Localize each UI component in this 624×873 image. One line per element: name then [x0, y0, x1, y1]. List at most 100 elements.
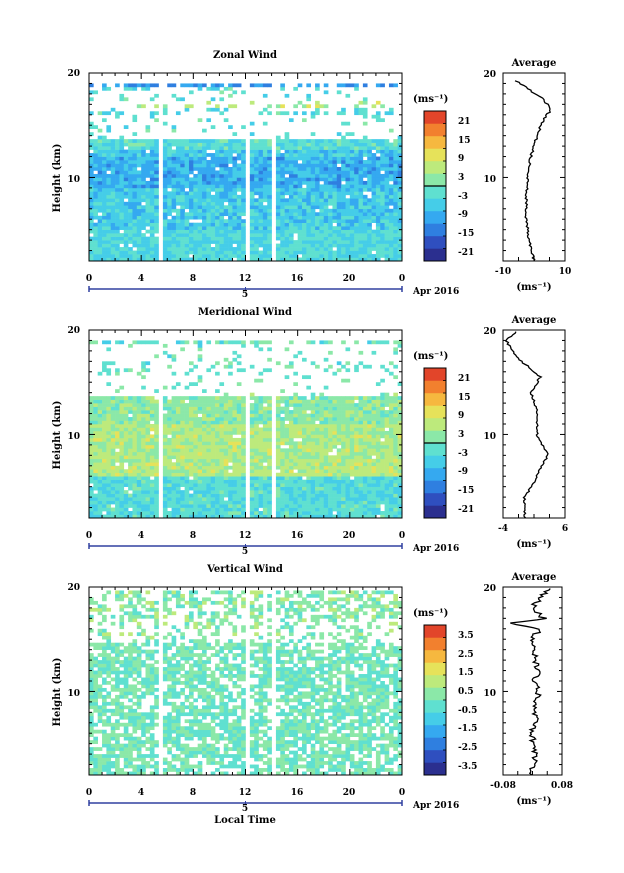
heatmap-cell: [167, 420, 172, 425]
heatmap-cell: [202, 441, 207, 446]
heatmap-cell: [262, 448, 268, 453]
heatmap-cell: [362, 222, 368, 227]
heatmap-cell: [315, 104, 320, 109]
heatmap-cell: [236, 451, 242, 456]
heatmap-cell: [141, 441, 146, 446]
heatmap-cell: [180, 153, 185, 157]
heatmap-cell: [367, 250, 372, 255]
heatmap-cell: [149, 167, 155, 171]
heatmap-cell: [306, 205, 312, 210]
heatmap-cell: [171, 205, 177, 210]
heatmap-cell: [132, 156, 138, 161]
heatmap-cell: [175, 434, 181, 439]
heatmap-cell: [380, 226, 385, 230]
heatmap-cell: [171, 139, 177, 143]
heatmap-cell: [202, 434, 207, 439]
heatmap-cell: [367, 236, 372, 241]
heatmap-cell: [388, 83, 394, 88]
heatmap-cell: [115, 83, 120, 88]
heatmap-cell: [184, 156, 190, 161]
heatmap-cell: [154, 173, 159, 178]
heatmap-cell: [302, 427, 307, 432]
heatmap-cell: [141, 399, 146, 404]
heatmap-cell: [302, 500, 307, 505]
heatmap-cell: [345, 504, 351, 508]
heatmap-cell: [323, 451, 329, 456]
heatmap-cell: [93, 340, 98, 345]
heatmap-cell: [175, 455, 181, 460]
heatmap-cell: [262, 240, 268, 244]
heatmap-cell: [128, 504, 133, 508]
heatmap-cell: [175, 451, 181, 456]
heatmap-cell: [202, 205, 207, 210]
heatmap-cell: [210, 465, 216, 470]
heatmap-cell: [193, 146, 198, 150]
heatmap-cell: [302, 160, 307, 164]
heatmap-cell: [332, 441, 338, 446]
heatmap-cell: [393, 254, 398, 258]
heatmap-cell: [188, 396, 194, 400]
heatmap-cell: [145, 198, 151, 203]
heatmap-cell: [341, 153, 346, 157]
heatmap-cell: [358, 500, 364, 505]
heatmap-cell: [254, 184, 259, 189]
heatmap-cell: [206, 184, 212, 189]
heatmap-cell: [223, 236, 229, 241]
heatmap-cell: [241, 243, 246, 248]
heatmap-cell: [219, 417, 225, 421]
heatmap-cell: [297, 434, 303, 439]
heatmap-cell: [336, 208, 342, 213]
heatmap-cell: [232, 420, 238, 425]
heatmap-cell: [215, 180, 220, 185]
heatmap-cell: [249, 430, 255, 435]
profile-line: [514, 80, 552, 262]
heatmap-cell: [297, 444, 303, 449]
heatmap-cell: [267, 194, 272, 199]
heatmap-cell: [115, 399, 120, 404]
heatmap-cell: [380, 184, 385, 189]
heatmap-cell: [110, 156, 116, 161]
heatmap-cell: [115, 507, 120, 512]
heatmap-cell: [210, 219, 216, 223]
heatmap-cell: [136, 417, 142, 421]
heatmap-cell: [106, 240, 112, 244]
heatmap-cell: [367, 257, 372, 262]
heatmap-cell: [123, 226, 129, 230]
heatmap-cell: [136, 219, 142, 223]
heatmap-cell: [132, 500, 138, 505]
heatmap-cell: [141, 139, 146, 143]
heatmap-cell: [354, 153, 359, 157]
heatmap-cell: [210, 511, 216, 515]
heatmap-cell: [202, 187, 207, 192]
heatmap-cell: [328, 243, 333, 248]
heatmap-cell: [210, 410, 216, 414]
heatmap-cell: [358, 111, 364, 116]
heatmap-cell: [349, 497, 355, 501]
heatmap-cell: [267, 504, 272, 508]
heatmap-cell: [141, 476, 146, 480]
heatmap-cell: [119, 479, 125, 484]
heatmap-cell: [206, 504, 212, 508]
heatmap-cell: [193, 205, 198, 210]
heatmap-cell: [141, 364, 146, 369]
heatmap-cell: [388, 222, 394, 227]
heatmap-cell: [293, 434, 298, 439]
heatmap-cell: [219, 493, 225, 498]
heatmap-cell: [397, 187, 403, 192]
heatmap-cell: [188, 486, 194, 491]
heatmap-cell: [293, 458, 298, 463]
heatmap-cell: [297, 194, 303, 199]
heatmap-cell: [102, 448, 107, 453]
heatmap-cell: [254, 243, 259, 248]
heatmap-cell: [128, 191, 133, 196]
heatmap-cell: [388, 177, 394, 182]
heatmap-cell: [188, 410, 194, 414]
heatmap-cell: [223, 406, 229, 411]
heatmap-cell: [184, 458, 190, 463]
heatmap-cell: [262, 500, 268, 505]
heatmap-cell: [297, 455, 303, 460]
heatmap-cell: [188, 170, 194, 175]
heatmap-cell: [323, 219, 329, 223]
heatmap-cell: [232, 465, 238, 470]
heatmap-cell: [315, 205, 320, 210]
